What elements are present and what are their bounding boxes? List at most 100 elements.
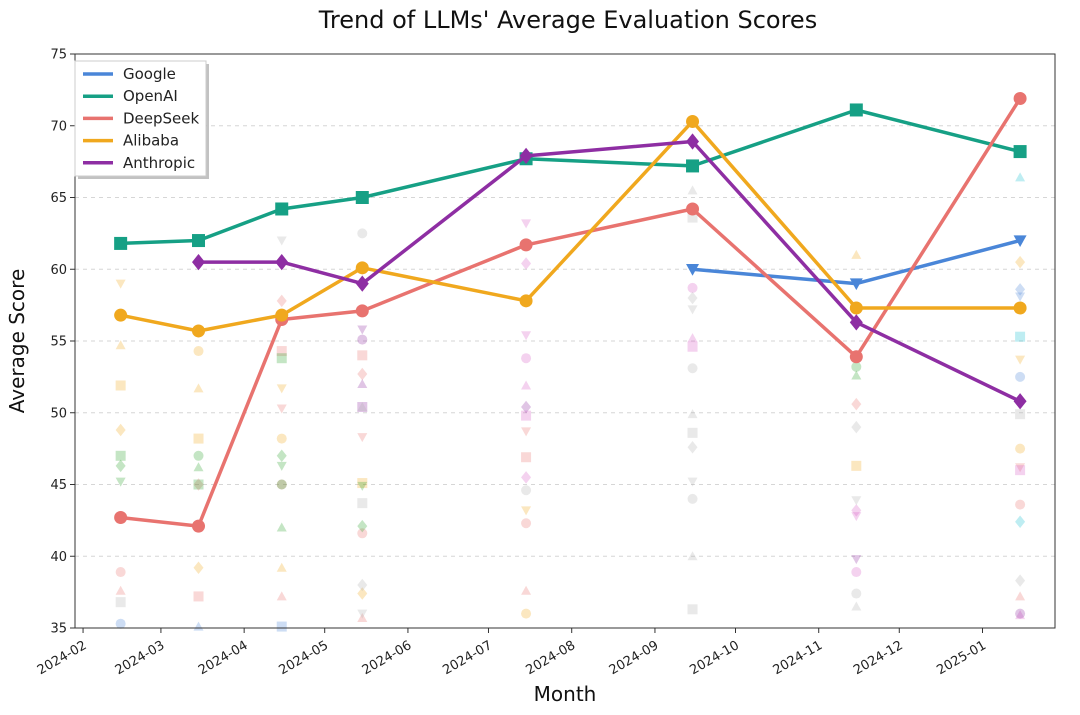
x-tick-label: 2024-10: [687, 638, 742, 678]
background-point: [115, 423, 126, 437]
background-point: [521, 608, 532, 619]
background-scatter: [115, 172, 1026, 632]
background-point: [276, 384, 287, 394]
y-tick-label: 45: [50, 478, 67, 493]
x-tick-label: 2025-01: [934, 638, 989, 678]
background-point: [1015, 443, 1026, 454]
y-tick-label: 55: [50, 335, 67, 350]
legend-label: OpenAI: [123, 87, 178, 105]
background-point: [687, 333, 698, 343]
background-point: [687, 440, 698, 454]
background-point: [193, 383, 204, 393]
background-point: [1015, 371, 1026, 382]
legend: Google OpenAI DeepSeek Alibaba Anthropic: [74, 60, 209, 179]
background-point: [193, 462, 204, 472]
background-point: [276, 433, 287, 444]
background-point: [357, 498, 368, 509]
background-point: [276, 522, 287, 532]
data-point-openai: [355, 191, 369, 204]
background-point: [1015, 610, 1026, 620]
y-axis-title: Average Score: [5, 269, 29, 414]
data-point-anthropic: [519, 147, 533, 165]
data-point-anthropic: [275, 253, 289, 271]
x-tick-label: 2024-02: [35, 638, 90, 678]
background-point: [357, 609, 368, 619]
gridlines: [75, 125, 1055, 557]
background-point: [1015, 283, 1026, 296]
background-point: [357, 379, 368, 389]
background-point: [521, 471, 532, 484]
background-point: [1015, 463, 1026, 473]
background-point: [115, 585, 126, 595]
series-line-deepseek: [118, 96, 1022, 528]
data-point-deepseek: [114, 511, 128, 525]
x-tick-label: 2024-08: [524, 638, 579, 678]
background-point: [1015, 409, 1026, 420]
background-point: [851, 601, 862, 611]
background-point: [115, 450, 126, 461]
background-point: [276, 621, 287, 632]
background-point: [357, 334, 368, 345]
background-point: [1015, 574, 1026, 587]
data-point-anthropic: [1013, 393, 1027, 410]
y-tick-label: 60: [50, 263, 67, 278]
background-point: [687, 291, 698, 305]
background-point: [193, 478, 204, 491]
series-line-alibaba: [118, 119, 1022, 333]
background-point: [687, 477, 698, 487]
background-point: [687, 282, 698, 293]
data-point-deepseek: [192, 519, 206, 533]
background-point: [193, 479, 204, 490]
background-point: [521, 518, 532, 529]
background-point: [193, 450, 204, 461]
background-point: [1015, 591, 1026, 601]
data-point-openai: [849, 103, 863, 117]
background-point: [521, 410, 532, 421]
data-point-alibaba: [1013, 301, 1027, 315]
x-tick-label: 2024-12: [851, 638, 906, 678]
background-point: [687, 409, 698, 419]
background-point: [276, 404, 287, 414]
x-axis-title: Month: [534, 682, 597, 706]
background-point: [521, 331, 532, 341]
background-point: [687, 341, 698, 352]
data-point-deepseek: [686, 202, 700, 216]
data-point-google: [686, 264, 700, 276]
background-point: [357, 367, 368, 381]
x-tick-label: 2024-05: [277, 638, 332, 678]
data-point-alibaba: [114, 308, 128, 322]
background-point: [851, 397, 862, 411]
background-point: [357, 433, 368, 443]
background-point: [521, 485, 532, 496]
x-tick-label: 2024-03: [113, 638, 168, 678]
y-axis: 35 40 45 50 55 60 65 70 75: [50, 48, 75, 637]
chart-title: Trend of LLMs' Average Evaluation Scores: [318, 6, 817, 34]
background-point: [115, 340, 126, 350]
background-point: [193, 346, 204, 357]
background-point: [1015, 292, 1026, 302]
background-point: [1015, 499, 1026, 510]
background-point: [851, 370, 862, 380]
background-point: [851, 361, 862, 372]
background-point: [276, 449, 287, 463]
background-point: [193, 621, 204, 631]
data-point-alibaba: [192, 324, 206, 338]
legend-label: Alibaba: [123, 132, 179, 150]
background-point: [851, 567, 862, 578]
legend-label: DeepSeek: [123, 109, 200, 127]
background-point: [687, 604, 698, 615]
background-point: [357, 578, 368, 592]
background-point: [851, 504, 862, 517]
background-point: [687, 427, 698, 438]
y-tick-label: 50: [50, 406, 67, 421]
background-point: [357, 528, 368, 539]
background-point: [1015, 172, 1026, 182]
background-point: [115, 477, 126, 487]
x-tick-label: 2024-04: [196, 638, 251, 678]
data-point-deepseek: [849, 350, 863, 364]
background-point: [521, 506, 532, 516]
background-point: [357, 350, 368, 361]
background-point: [1015, 608, 1026, 619]
data-point-alibaba: [686, 114, 700, 128]
